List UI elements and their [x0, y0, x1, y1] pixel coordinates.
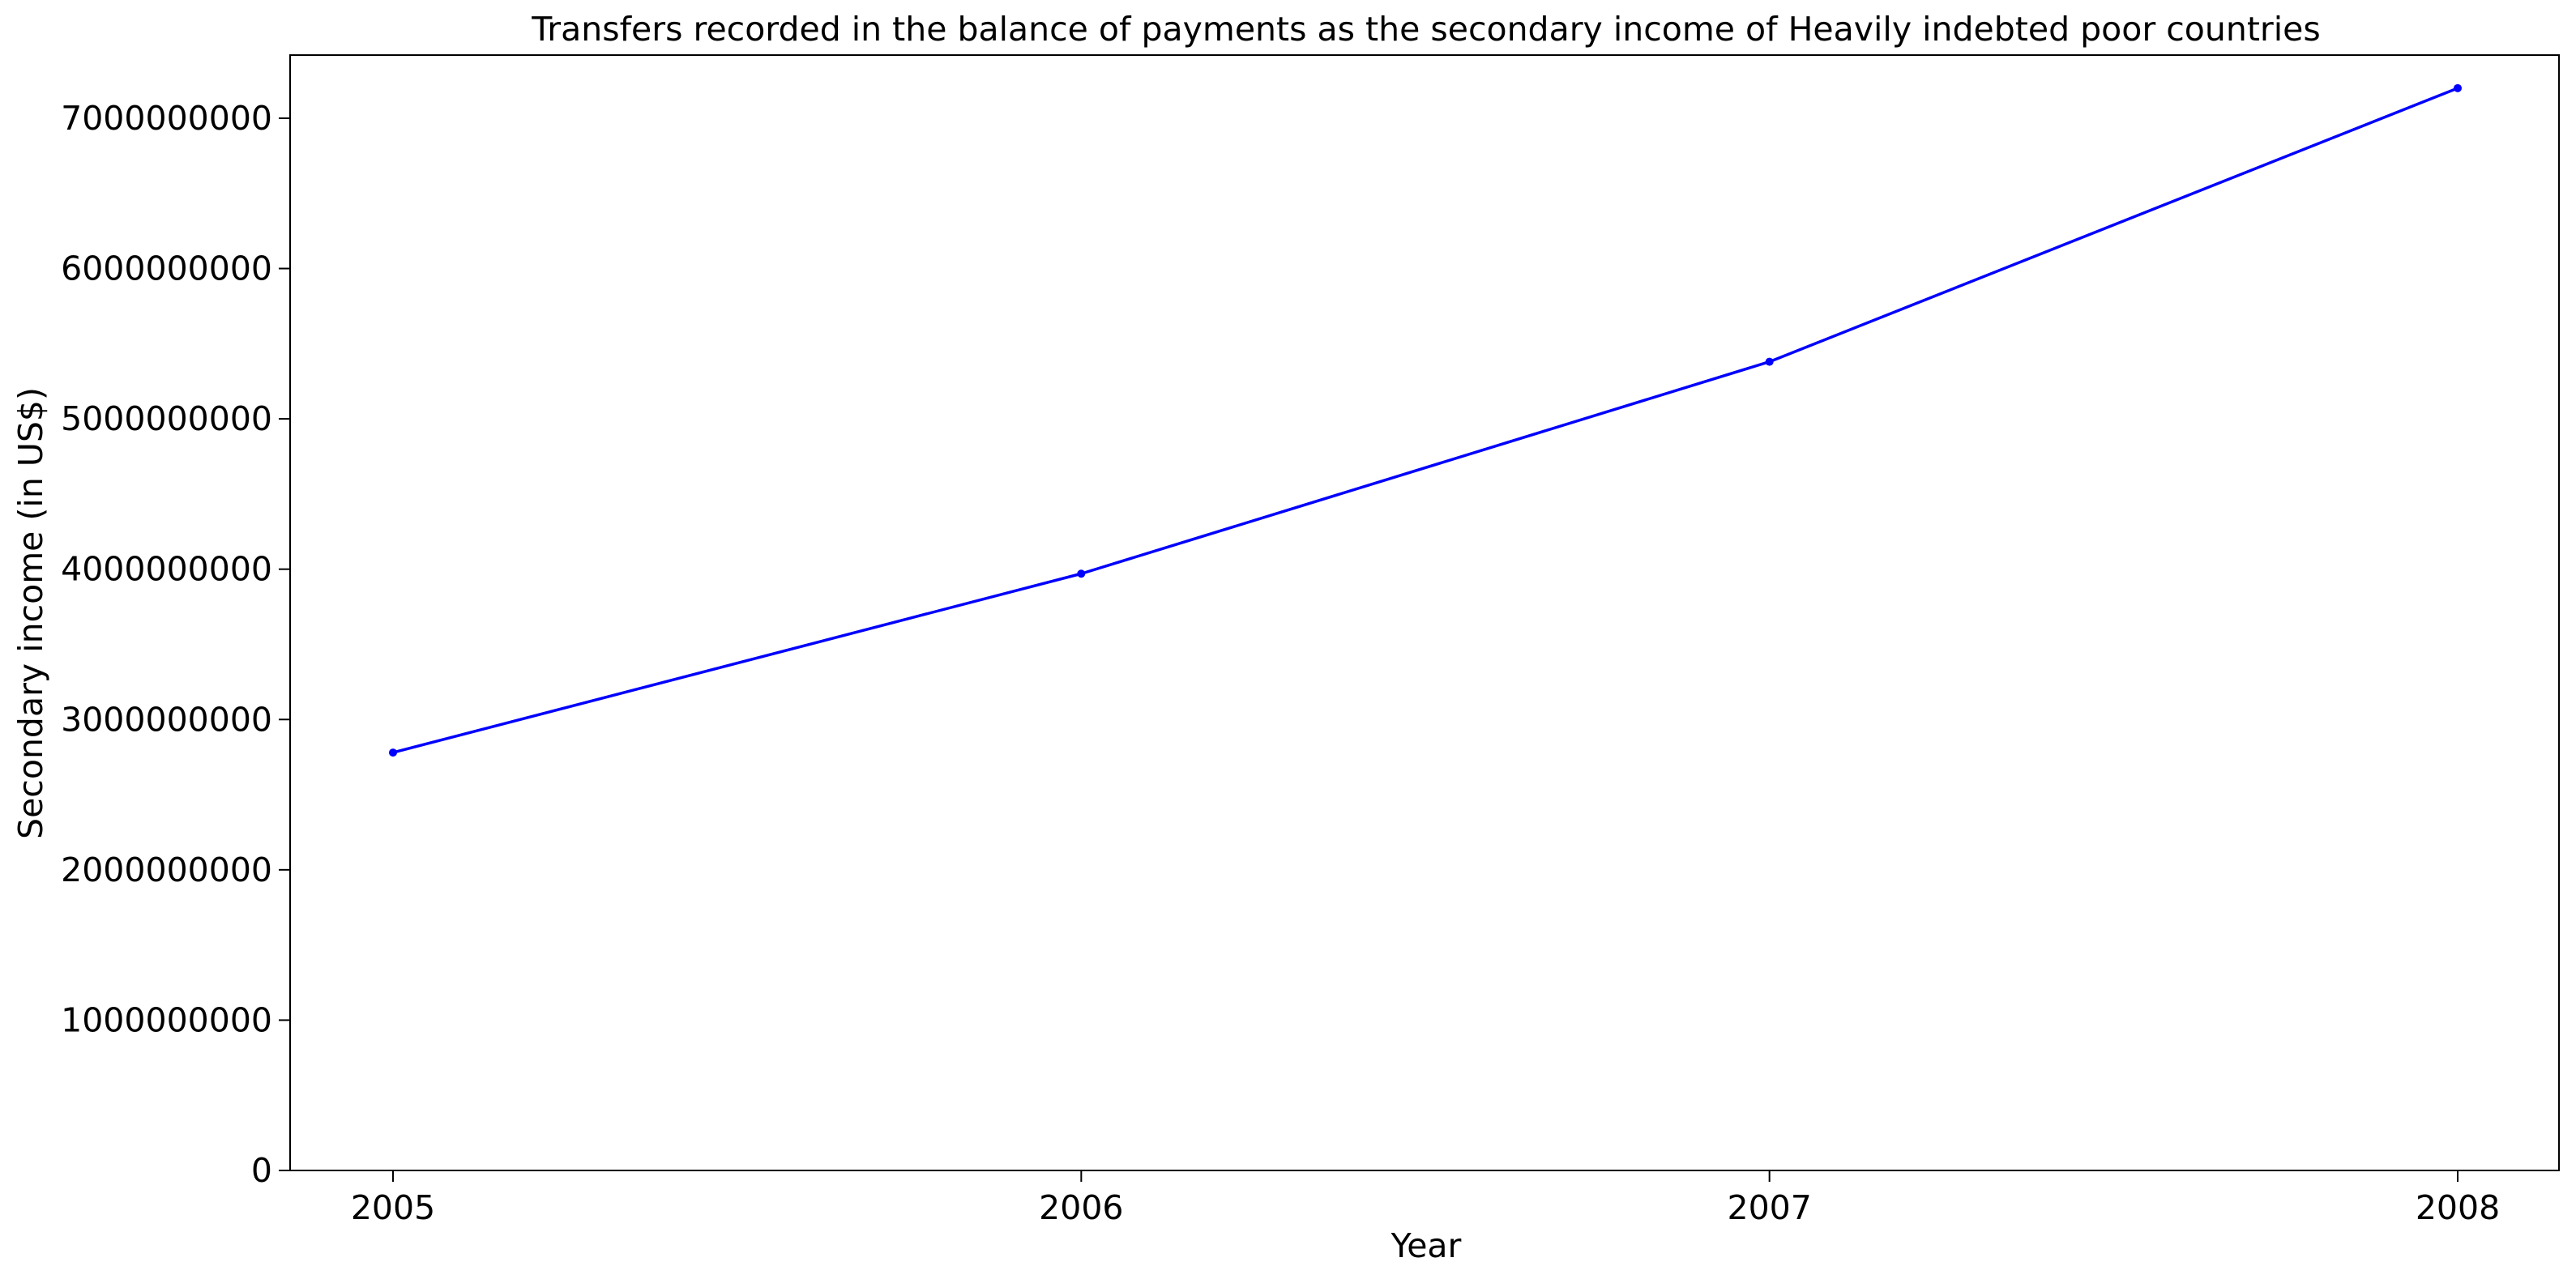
series-line: [392, 87, 2459, 754]
y-tick-label: 2000000000: [61, 851, 272, 889]
y-axis-label: Secondary income (in US$): [11, 387, 50, 839]
plot-frame: [289, 54, 2560, 1171]
plot-area: [389, 83, 2462, 757]
data-point: [389, 748, 397, 757]
y-tick-label: 3000000000: [61, 700, 272, 739]
data-point: [2454, 83, 2462, 92]
y-tick-label: 7000000000: [61, 99, 272, 138]
x-tick-label: 2008: [2416, 1188, 2500, 1227]
x-tick-label: 2007: [1727, 1188, 1811, 1227]
y-tick-label: 6000000000: [61, 249, 272, 288]
y-tick-label: 5000000000: [61, 399, 272, 438]
chart-title: Transfers recorded in the balance of pay…: [531, 10, 2320, 49]
data-point: [1077, 569, 1086, 578]
x-tick-label: 2005: [351, 1188, 435, 1227]
x-axis: 2005 2006 2007 2008: [351, 1170, 2500, 1227]
y-axis: 0 1000000000 2000000000 3000000000 400000000…: [61, 99, 290, 1190]
y-tick-label: 0: [251, 1151, 272, 1190]
data-point: [1765, 357, 1774, 366]
x-tick-label: 2006: [1039, 1188, 1123, 1227]
y-tick-label: 1000000000: [61, 1000, 272, 1039]
x-axis-label: Year: [1391, 1226, 1462, 1265]
y-tick-label: 4000000000: [61, 550, 272, 589]
